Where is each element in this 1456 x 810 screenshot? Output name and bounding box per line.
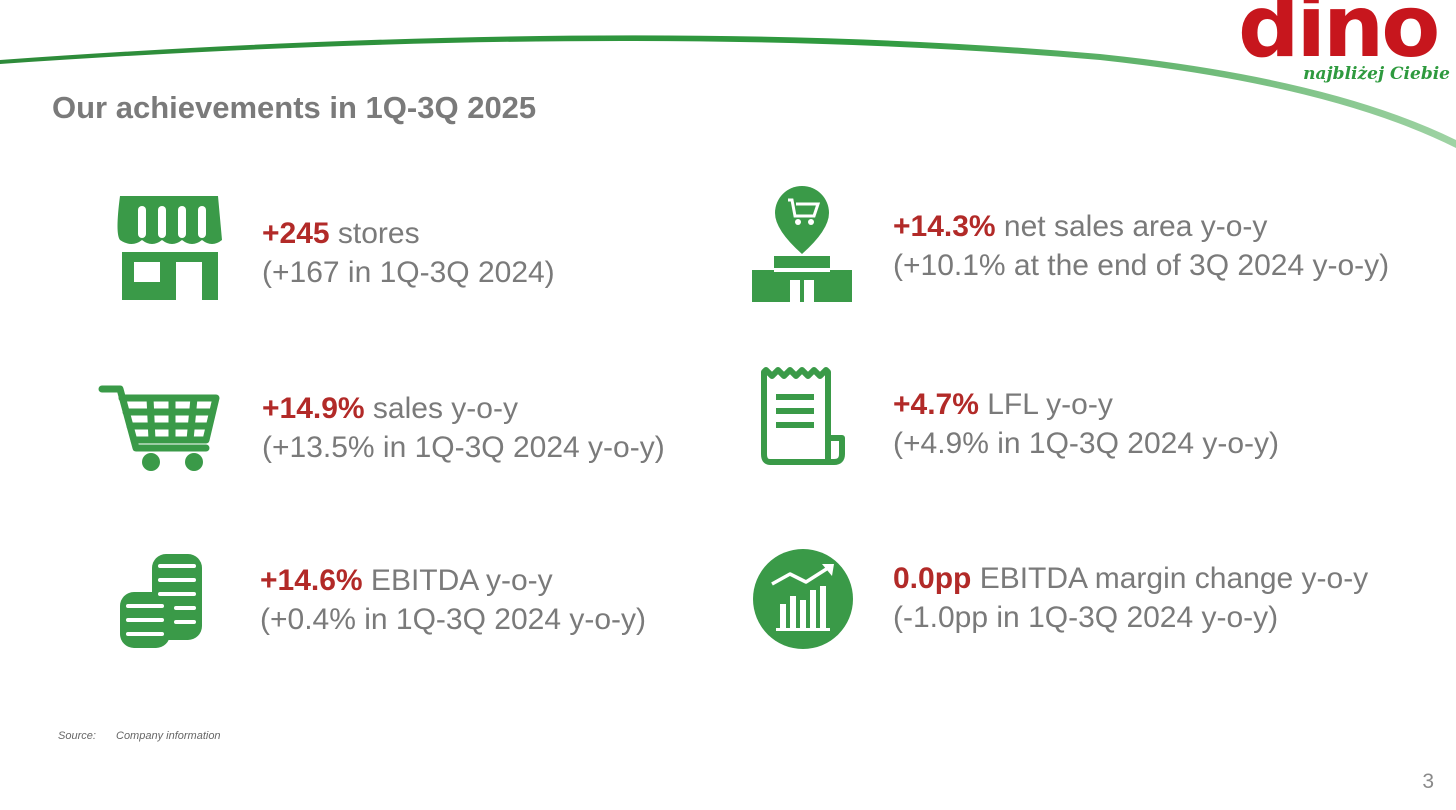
ebitda-highlight: +14.6% [260, 564, 363, 597]
ebitda-margin-highlight: 0.0pp [893, 562, 972, 595]
lfl-highlight: +4.7% [893, 388, 979, 421]
page-number: 3 [1422, 770, 1434, 793]
store-location-cart-icon [752, 186, 852, 302]
page-title: Our achievements in 1Q-3Q 2025 [52, 90, 537, 125]
stores-comparison: (+167 in 1Q-3Q 2024) [262, 256, 555, 289]
net-sales-area-highlight: +14.3% [893, 210, 996, 243]
coins-icon [120, 554, 202, 648]
ebitda-comparison: (+0.4% in 1Q-3Q 2024 y-o-y) [260, 603, 647, 636]
stores-label: stores [329, 217, 420, 250]
lfl-comparison: (+4.9% in 1Q-3Q 2024 y-o-y) [893, 427, 1280, 460]
receipt-icon [761, 367, 845, 465]
store-icon [117, 196, 222, 300]
net-sales-area-label: net sales area y-o-y [995, 210, 1268, 243]
ebitda-margin-label: EBITDA margin change y-o-y [971, 562, 1369, 595]
growth-chart-icon [753, 549, 853, 649]
net-sales-area-comparison: (+10.1% at the end of 3Q 2024 y-o-y) [893, 249, 1390, 282]
lfl-label: LFL y-o-y [978, 388, 1113, 421]
dino-logo: dino najbliżej Ciebie [1226, 0, 1456, 95]
source-label: Source: [58, 730, 96, 742]
source-text: Company information [116, 730, 221, 742]
logo-tagline: najbliżej Ciebie [1303, 64, 1450, 84]
stores-highlight: +245 [262, 217, 330, 250]
sales-label: sales y-o-y [364, 392, 518, 425]
shopping-cart-icon [98, 385, 220, 471]
logo-wordmark: dino [1238, 0, 1440, 77]
source-note: Source: Company information [58, 730, 221, 742]
ebitda-label: EBITDA y-o-y [362, 564, 553, 597]
ebitda-margin-comparison: (-1.0pp in 1Q-3Q 2024 y-o-y) [893, 601, 1279, 634]
sales-highlight: +14.9% [262, 392, 365, 425]
sales-comparison: (+13.5% in 1Q-3Q 2024 y-o-y) [262, 431, 665, 464]
